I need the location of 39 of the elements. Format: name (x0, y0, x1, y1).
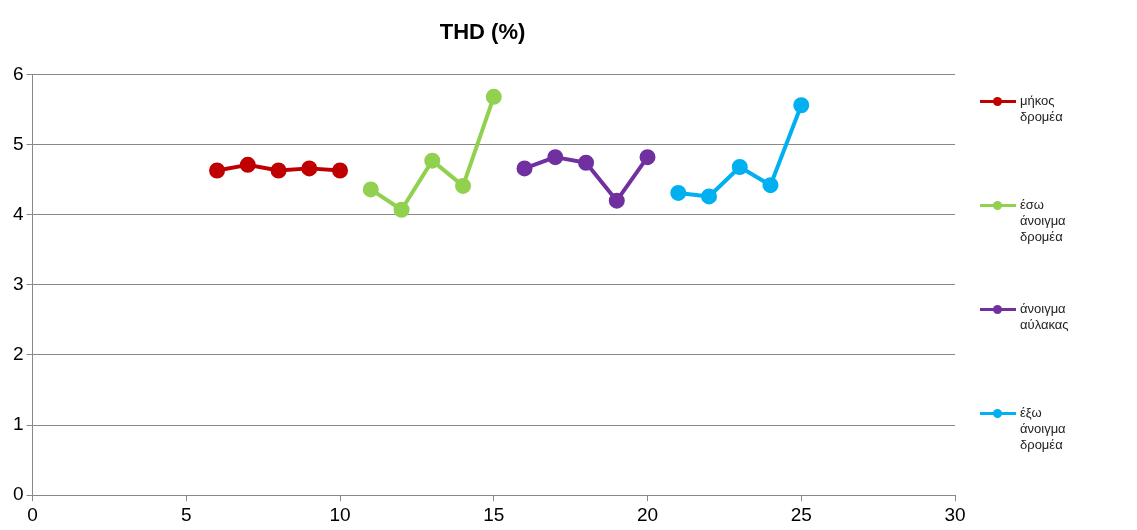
point (578, 154, 595, 171)
point (270, 162, 287, 179)
y-tick-label: 2 (12, 343, 24, 365)
chart-title: THD (%) (439, 19, 526, 45)
y-tick-label: 5 (12, 132, 24, 154)
point (362, 181, 379, 198)
y-tick-label: 1 (12, 413, 24, 435)
point (424, 152, 441, 169)
x-tick-label: 25 (790, 503, 812, 525)
point (793, 97, 810, 114)
y-tick-label: 6 (12, 62, 24, 84)
x-tick-label: 15 (483, 503, 505, 525)
point (731, 158, 748, 175)
point (455, 177, 472, 194)
point (639, 149, 656, 166)
x-tick-label: 5 (181, 503, 192, 525)
point (332, 162, 349, 179)
y-tick-label: 0 (12, 483, 24, 505)
point (239, 156, 256, 173)
point (393, 201, 410, 218)
x-tick-label: 0 (27, 503, 38, 525)
legend-label: έσω άνοιγμα δρομέα (1020, 197, 1067, 245)
point (608, 192, 625, 209)
point (516, 160, 533, 177)
legend-label: άνοιγμα αύλακας (1020, 301, 1070, 333)
y-tick-label: 3 (12, 273, 24, 295)
x-tick-label: 20 (636, 503, 659, 525)
legend-label: μήκος δρομέα (1020, 93, 1064, 125)
point (701, 188, 718, 205)
point (485, 88, 502, 105)
point (547, 149, 564, 166)
point (301, 160, 318, 177)
point (762, 177, 779, 194)
point (209, 162, 226, 179)
y-tick-label: 4 (12, 202, 24, 224)
legend-label: έξω άνοιγμα δρομέα (1020, 405, 1067, 453)
x-tick-label: 30 (944, 503, 966, 525)
point (670, 184, 687, 201)
x-tick-label: 10 (329, 503, 351, 525)
